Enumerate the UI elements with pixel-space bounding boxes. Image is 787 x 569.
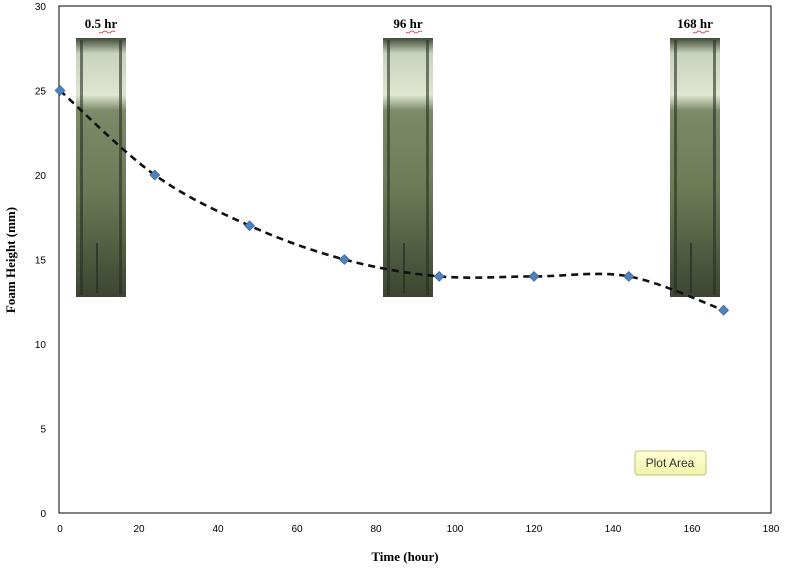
plot-area-tooltip-text: Plot Area bbox=[646, 456, 695, 470]
x-tick-label: 60 bbox=[291, 524, 303, 535]
x-tick-label: 80 bbox=[370, 524, 382, 535]
y-axis-title: Foam Height (mm) bbox=[3, 207, 18, 313]
x-tick-label: 100 bbox=[447, 524, 464, 535]
photo-label: 0.5 hr bbox=[85, 16, 118, 31]
tube-edge-left bbox=[387, 40, 390, 295]
tube-image bbox=[76, 38, 126, 297]
x-axis-title: Time (hour) bbox=[371, 549, 438, 564]
tube-edge-left bbox=[80, 40, 83, 295]
trendline bbox=[59, 89, 725, 312]
y-tick-label: 25 bbox=[35, 87, 47, 98]
plot-area-border bbox=[58, 5, 772, 514]
data-point-7 bbox=[718, 304, 730, 316]
photo-label: 168 hr bbox=[677, 16, 713, 31]
plot-area-tooltip: Plot Area bbox=[634, 450, 707, 476]
spellcheck-underline bbox=[405, 30, 423, 34]
data-point-0 bbox=[54, 85, 66, 96]
y-tick-label: 15 bbox=[35, 256, 47, 267]
tube-edge-left bbox=[674, 40, 677, 295]
spellcheck-underline bbox=[692, 30, 710, 34]
tube-edge-right bbox=[426, 40, 429, 295]
photo-label: 96 hr bbox=[393, 16, 422, 31]
x-tick-label: 40 bbox=[212, 524, 224, 535]
spellcheck-underline bbox=[98, 30, 116, 34]
x-axis-ticks: 0 20 40 60 80 100 120 140 160 180 bbox=[57, 524, 780, 535]
data-point-5 bbox=[528, 270, 540, 282]
trendline-layer bbox=[59, 89, 725, 312]
y-axis-ticks: 0 5 10 15 20 25 30 bbox=[35, 2, 47, 520]
tube-image bbox=[670, 38, 720, 297]
y-tick-label: 10 bbox=[35, 340, 47, 351]
data-point-3 bbox=[338, 254, 350, 265]
x-tick-label: 180 bbox=[763, 524, 780, 535]
data-point-6 bbox=[623, 270, 635, 282]
x-tick-label: 140 bbox=[605, 524, 622, 535]
x-tick-label: 160 bbox=[684, 524, 701, 535]
data-point-4 bbox=[433, 270, 445, 282]
data-point-2 bbox=[244, 220, 256, 232]
tube-edge-right bbox=[119, 40, 122, 295]
data-points-layer bbox=[54, 85, 730, 316]
foam-photo-0: 0.5 hr bbox=[76, 16, 126, 297]
data-point-1 bbox=[149, 169, 161, 181]
x-tick-label: 0 bbox=[57, 524, 63, 535]
photo-layer: 0.5 hr 96 hr 168 hr bbox=[76, 16, 720, 297]
foam-photo-1: 96 hr bbox=[383, 16, 433, 297]
x-tick-label: 120 bbox=[526, 524, 543, 535]
tube-edge-right bbox=[713, 40, 716, 295]
y-tick-label: 20 bbox=[35, 171, 47, 182]
y-tick-label: 0 bbox=[40, 509, 46, 520]
x-tick-label: 20 bbox=[133, 524, 145, 535]
tube-image bbox=[383, 38, 433, 297]
y-tick-label: 30 bbox=[35, 2, 47, 13]
foam-photo-2: 168 hr bbox=[670, 16, 720, 297]
y-tick-label: 5 bbox=[40, 425, 46, 436]
